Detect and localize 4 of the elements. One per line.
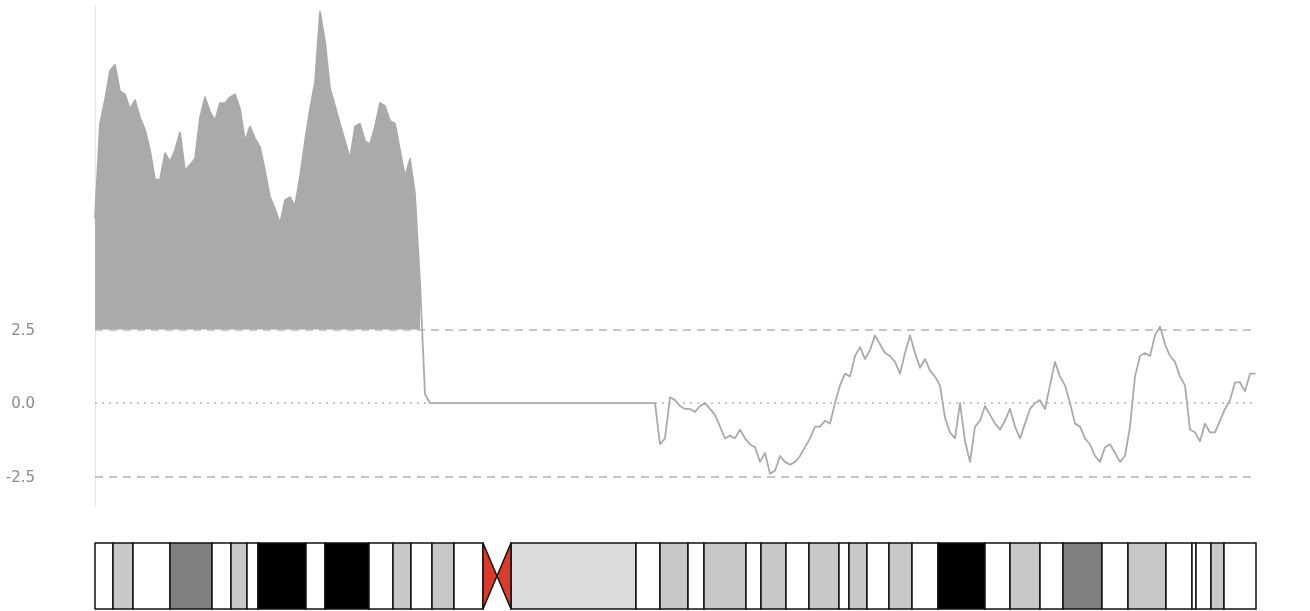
y-tick-label: 0.0 [11, 394, 35, 413]
y-tick-label: 2.5 [11, 320, 35, 339]
y-tick-label: -2.5 [5, 467, 35, 486]
line-series [94, 10, 1256, 475]
